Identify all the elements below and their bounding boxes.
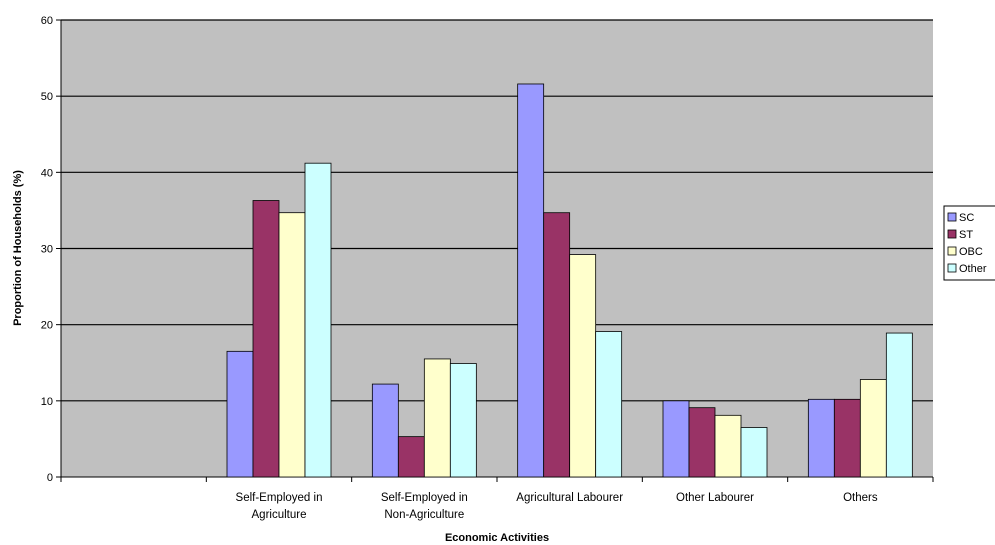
bar-other [304,162,332,478]
x-category-label: Other Labourer [676,492,754,504]
x-axis-categories: Self-Employed in Agriculture Self-Employed… [60,477,934,521]
x-category-label: Others [843,492,878,504]
legend-label-sc: SC [959,212,974,224]
bar-st [543,212,571,478]
bar-other [595,331,623,478]
x-category-label: Non-Agriculture [384,509,464,521]
bar-sc [662,400,690,478]
bar-st [252,200,280,478]
bar-st [688,407,716,478]
x-category-label: Self-Employed in [381,492,468,504]
bar-sc [371,383,399,478]
x-category-label: Self-Employed in [236,492,323,504]
y-tick-label: 60 [41,15,53,27]
legend-swatch-sc [947,212,957,222]
x-category-label: Agriculture [252,509,307,521]
bars [226,83,913,478]
bar-other [449,363,477,478]
legend-label-other: Other [959,263,987,275]
bar-obc [859,379,887,478]
bar-sc [517,83,545,478]
legend-swatch-other [947,263,957,273]
y-tick-label: 20 [41,320,53,332]
bar-obc [423,358,451,478]
x-axis-title: Economic Activities [445,532,549,544]
y-tick-label: 40 [41,167,53,179]
gridlines [61,19,933,402]
legend-label-st: ST [959,229,973,241]
bar-sc [807,398,835,478]
bar-obc [569,254,597,478]
bar-other [885,332,913,478]
bar-other [740,427,768,478]
bar-obc [714,414,742,478]
bar-st [397,436,425,478]
bar-obc [278,212,306,478]
legend-label-obc: OBC [959,246,983,258]
legend-swatch-st [947,229,957,239]
bar-st [833,398,861,478]
y-tick-label: 0 [47,472,53,484]
y-tick-label: 10 [41,396,53,408]
y-tick-label: 50 [41,91,53,103]
x-category-label: Agricultural Labourer [516,492,623,504]
legend: SC ST OBC Other [943,205,995,281]
bar-sc [226,350,254,478]
y-tick-label: 30 [41,244,53,256]
y-axis-title: Proportion of Households (%) [12,170,24,326]
legend-swatch-obc [947,246,957,256]
